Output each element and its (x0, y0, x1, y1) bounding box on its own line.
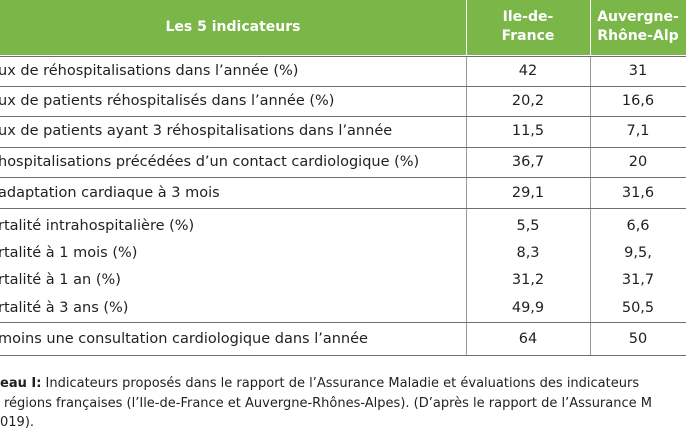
cell-value: 49,9 (511, 300, 545, 316)
caption-line: Indicateurs proposés dans le rapport de … (41, 376, 640, 391)
cell-value: 50,5 (621, 300, 655, 316)
cell-value: 31,6 (621, 185, 655, 201)
cell-value: 64 (518, 331, 538, 347)
cell-value: 36,7 (511, 154, 545, 170)
cell-value: 7,1 (626, 123, 650, 139)
column-divider (466, 56, 467, 356)
row-divider (0, 147, 686, 148)
row-label: rtalité à 3 ans (%) (0, 300, 129, 316)
cell-value: 16,6 (621, 93, 655, 109)
row-label: ux de patients ayant 3 réhospitalisation… (0, 123, 393, 139)
row-label: moins une consultation cardiologique dan… (0, 331, 368, 347)
row-label: rtalité à 1 mois (%) (0, 245, 138, 261)
row-divider (0, 116, 686, 117)
row-divider (0, 56, 686, 57)
cell-value: 5,5 (516, 218, 540, 234)
cell-value: 31 (628, 63, 648, 79)
caption-label: eau I: (0, 376, 42, 391)
caption: eau I: Indicateurs proposés dans le rapp… (0, 374, 639, 393)
header-cell: Les 5 indicateurs (165, 19, 301, 35)
row-label: ux de patients réhospitalisés dans l’ann… (0, 93, 335, 109)
cell-value: 31,7 (621, 272, 655, 288)
cell-value: 31,2 (511, 272, 545, 288)
cell-value: 6,6 (626, 218, 650, 234)
cell-value: 20,2 (511, 93, 545, 109)
cell-value: 50 (628, 331, 648, 347)
row-divider (0, 208, 686, 209)
row-label: rtalité à 1 an (%) (0, 272, 121, 288)
header-cell: Auvergne- Rhône-Alp (597, 9, 679, 44)
cell-value: 8,3 (516, 245, 540, 261)
row-label: adaptation cardiaque à 3 mois (0, 185, 220, 201)
row-divider (0, 355, 686, 356)
cell-value: 29,1 (511, 185, 545, 201)
caption-line: régions françaises (l’Ile-de-France et A… (4, 396, 652, 411)
column-divider (590, 56, 591, 356)
header-cell: Ile-de- France (501, 9, 555, 44)
row-divider (0, 322, 686, 323)
row-label: hospitalisations précédées d’un contact … (0, 154, 420, 170)
cell-value: 9,5, (624, 245, 652, 261)
cell-value: 42 (518, 63, 538, 79)
cell-value: 20 (628, 154, 648, 170)
header-band (0, 0, 686, 55)
row-label: rtalité intrahospitalière (%) (0, 218, 195, 234)
caption-line: 019). (0, 415, 35, 430)
row-label: ux de réhospitalisations dans l’année (%… (0, 63, 299, 79)
row-divider (0, 177, 686, 178)
cell-value: 11,5 (511, 123, 545, 139)
row-divider (0, 86, 686, 87)
